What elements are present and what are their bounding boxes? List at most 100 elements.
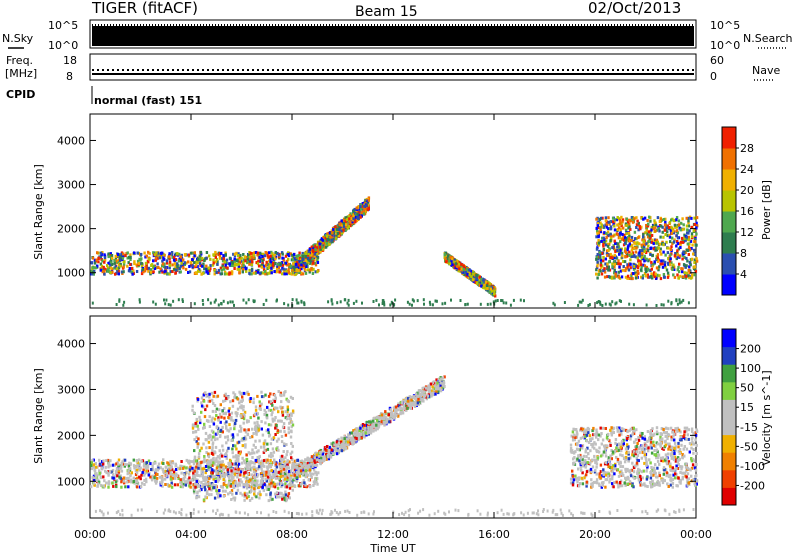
data-cell xyxy=(319,247,322,251)
data-cell xyxy=(136,463,139,467)
ground-cell xyxy=(588,303,591,307)
data-cell xyxy=(180,253,183,257)
ground-cell xyxy=(479,302,482,306)
data-cell xyxy=(176,474,179,477)
data-cell xyxy=(93,483,96,487)
data-cell xyxy=(113,261,116,265)
data-cell xyxy=(256,270,260,274)
data-cell xyxy=(228,458,232,462)
data-cell xyxy=(696,224,699,228)
data-cell xyxy=(295,268,298,272)
data-cell xyxy=(300,271,303,275)
ground-cell xyxy=(375,298,378,302)
data-cell xyxy=(298,270,301,274)
data-cell xyxy=(176,265,179,269)
data-cell xyxy=(676,231,679,235)
data-cell xyxy=(337,228,341,232)
data-cell xyxy=(230,498,233,501)
data-cell xyxy=(609,235,613,239)
data-cell xyxy=(331,240,334,244)
ground-cell xyxy=(297,301,300,305)
data-cell xyxy=(479,281,483,285)
data-cell xyxy=(174,258,178,261)
data-cell xyxy=(113,266,116,270)
data-cell xyxy=(609,252,612,256)
data-cell xyxy=(643,264,647,268)
ground-cell xyxy=(680,300,683,304)
data-cell xyxy=(472,278,475,282)
data-cell xyxy=(257,264,261,268)
data-cell xyxy=(340,219,343,223)
data-cell xyxy=(146,463,150,467)
data-cell xyxy=(227,429,231,433)
data-cell xyxy=(641,274,645,278)
data-cell xyxy=(258,271,262,275)
data-cell xyxy=(682,227,686,231)
data-cell xyxy=(188,476,191,480)
data-cell xyxy=(643,257,647,261)
data-cell xyxy=(669,228,673,232)
data-cell xyxy=(214,480,217,483)
data-cell xyxy=(232,391,235,395)
data-cell xyxy=(628,225,631,229)
data-cell xyxy=(618,218,622,222)
data-cell xyxy=(288,417,291,420)
data-cell xyxy=(110,254,114,257)
data-cell xyxy=(242,473,246,477)
data-cell xyxy=(164,469,167,473)
data-cell xyxy=(649,231,652,235)
data-cell xyxy=(685,264,688,268)
data-cell xyxy=(690,235,694,239)
data-cell xyxy=(282,478,285,482)
data-cell xyxy=(154,469,157,473)
data-cell xyxy=(141,470,144,474)
data-cell xyxy=(206,478,209,482)
data-cell xyxy=(152,461,155,465)
data-cell xyxy=(607,265,610,269)
ground-cell xyxy=(601,304,604,307)
date-label: 02/Oct/2013 xyxy=(588,0,681,17)
ground-cell xyxy=(172,299,175,303)
data-cell xyxy=(223,421,227,425)
data-cell xyxy=(304,255,307,258)
data-cell xyxy=(209,267,212,271)
data-cell xyxy=(654,248,657,252)
data-cell xyxy=(214,250,217,254)
data-cell xyxy=(613,265,616,269)
data-cell xyxy=(309,484,312,488)
data-cell xyxy=(114,254,117,258)
data-cell xyxy=(223,272,227,276)
data-cell xyxy=(261,259,264,263)
data-cell xyxy=(187,260,190,264)
data-cell xyxy=(154,461,157,465)
data-cell xyxy=(137,261,141,265)
data-cell xyxy=(664,217,667,221)
data-cell xyxy=(617,226,621,230)
data-cell xyxy=(259,445,263,449)
data-cell xyxy=(460,267,464,271)
data-cell xyxy=(323,245,326,249)
data-cell xyxy=(685,235,688,239)
data-cell xyxy=(477,282,480,286)
ground-cell xyxy=(509,303,512,307)
data-cell xyxy=(253,251,256,255)
data-cell xyxy=(242,459,246,463)
data-cell xyxy=(171,476,174,480)
data-cell xyxy=(622,238,626,242)
data-cell xyxy=(316,482,319,486)
data-cell xyxy=(178,257,181,261)
data-cell xyxy=(235,259,238,262)
data-cell xyxy=(179,255,183,259)
data-cell xyxy=(205,256,208,260)
data-cell xyxy=(154,481,158,485)
data-cell xyxy=(237,259,240,263)
data-cell xyxy=(669,253,672,257)
data-cell xyxy=(321,247,325,251)
data-cell xyxy=(109,263,112,267)
ytick-label: 1000 xyxy=(57,267,85,280)
data-cell xyxy=(287,251,290,255)
data-cell xyxy=(628,277,632,280)
data-cell xyxy=(269,473,272,477)
data-cell xyxy=(301,260,304,264)
ground-cell xyxy=(501,299,504,303)
